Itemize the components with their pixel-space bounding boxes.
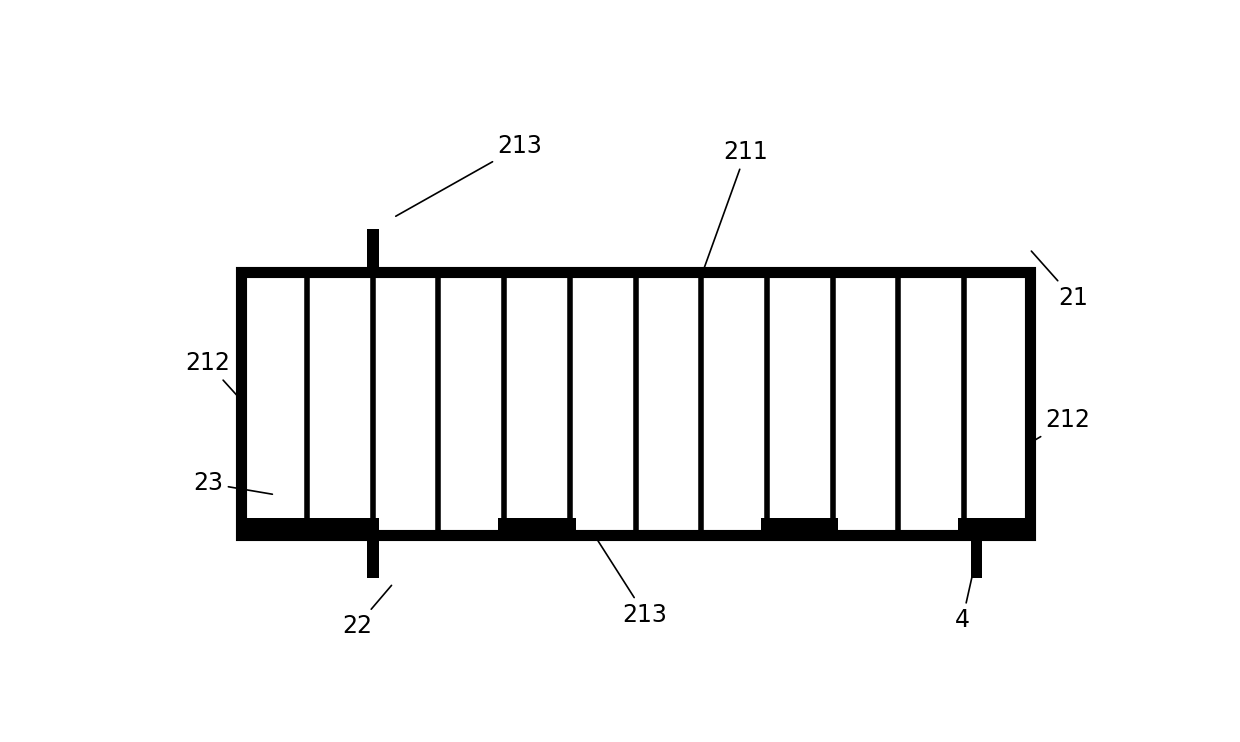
Bar xyxy=(959,518,1029,535)
Bar xyxy=(242,272,1029,535)
Bar xyxy=(242,518,378,535)
Bar xyxy=(367,229,378,272)
Text: 22: 22 xyxy=(342,585,392,638)
Text: 21: 21 xyxy=(1032,251,1087,309)
Text: 213: 213 xyxy=(594,534,667,627)
Text: 212: 212 xyxy=(1032,408,1090,441)
Text: 212: 212 xyxy=(186,351,239,398)
Bar xyxy=(367,535,378,577)
Text: 211: 211 xyxy=(704,140,769,269)
Bar xyxy=(498,518,575,535)
Text: 23: 23 xyxy=(193,471,273,495)
Bar xyxy=(971,535,982,577)
Text: 4: 4 xyxy=(955,537,981,632)
Bar xyxy=(761,518,838,535)
Text: 213: 213 xyxy=(396,134,543,216)
